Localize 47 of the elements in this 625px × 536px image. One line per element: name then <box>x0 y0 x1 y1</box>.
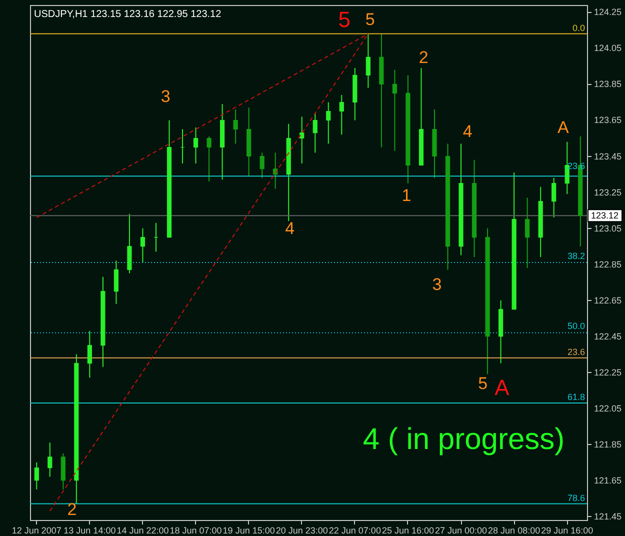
y-tick-label: 122.25 <box>594 367 622 378</box>
y-tick-label: 123.85 <box>594 79 622 90</box>
y-tick-label: 123.05 <box>594 223 622 234</box>
annotation: 4 <box>285 219 295 238</box>
annotation: 5 <box>478 374 488 393</box>
x-tick-label: 18 Jun 07:00 <box>170 526 222 536</box>
y-tick-label: 124.25 <box>594 7 622 18</box>
y-tick-label: 122.65 <box>594 295 622 306</box>
y-tick-label: 122.05 <box>594 403 622 414</box>
annotation: 5 <box>365 10 375 29</box>
annotation: 61.8 <box>567 392 585 402</box>
x-tick-label: 22 Jun 07:00 <box>328 526 381 536</box>
annotation: 50.0 <box>567 321 585 331</box>
annotation: A <box>557 118 570 137</box>
y-tick-label: 123.65 <box>594 115 622 126</box>
x-tick-label: 13 Jun 14:00 <box>64 526 116 536</box>
y-tick-label: 123.45 <box>594 151 622 162</box>
annotation: 0.0 <box>572 23 585 33</box>
annotation: 23.6 <box>567 347 585 357</box>
annotation: 2 <box>67 500 77 519</box>
x-tick-label: 27 Jun 00:00 <box>434 526 488 536</box>
x-tick-label: 20 Jun 23:00 <box>276 526 328 536</box>
x-tick-label: 19 Jun 15:00 <box>222 526 275 536</box>
x-tick-label: 28 Jun 08:00 <box>488 526 540 536</box>
chart-title: USDJPY,H1 123.15 123.16 122.95 123.12 <box>34 9 222 20</box>
x-tick-label: 12 Jun 2007 <box>12 526 62 536</box>
x-tick-label: 29 Jun 16:00 <box>541 526 594 536</box>
annotation: 1 <box>402 186 412 205</box>
annotation: 38.2 <box>567 251 585 261</box>
x-tick-label: 25 Jun 16:00 <box>382 526 434 536</box>
annotation: 3 <box>432 275 442 294</box>
annotation: 4 ( in progress) <box>362 423 565 456</box>
annotation: A <box>494 375 510 400</box>
annotation: 5 <box>338 7 350 32</box>
x-tick-label: 14 Jun 22:00 <box>116 526 169 536</box>
y-tick-label: 124.05 <box>594 43 622 54</box>
y-tick-label: 121.65 <box>594 475 622 486</box>
annotation: 2 <box>418 48 428 67</box>
annotation: 78.6 <box>567 493 585 503</box>
y-tick-label: 121.85 <box>594 439 622 450</box>
ref-line-label: 123.12 <box>591 210 619 221</box>
annotation: 4 <box>462 122 472 141</box>
annotation: 3 <box>160 87 170 106</box>
y-tick-label: 121.45 <box>594 511 622 522</box>
y-tick-label: 123.25 <box>594 187 622 198</box>
y-tick-label: 122.45 <box>594 331 622 342</box>
y-tick-label: 122.85 <box>594 259 622 270</box>
